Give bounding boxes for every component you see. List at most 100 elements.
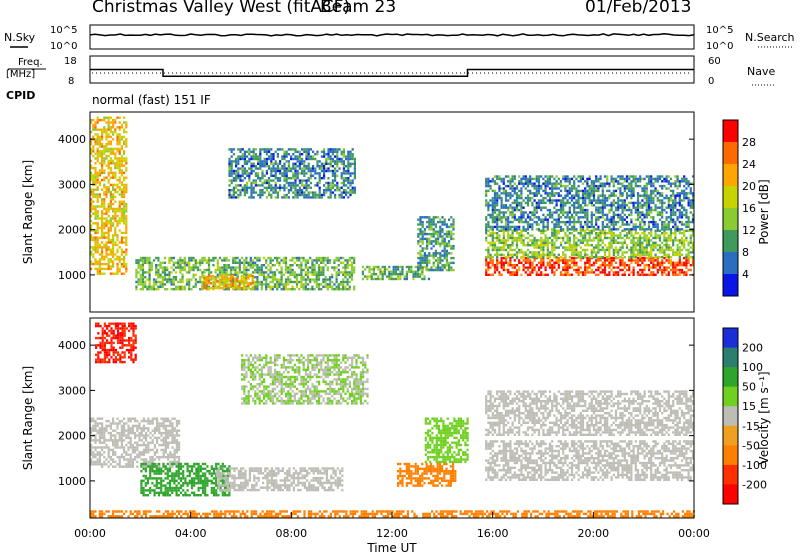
freq-series-line [90,68,694,78]
velocity-ytick-label-3: 1000 [58,475,86,488]
nave-label: Nave [747,65,775,78]
nsky-series-line [89,32,695,37]
power-colorbar-tick-1: 24 [742,158,756,171]
power-ytick-label-0: 4000 [58,133,86,146]
power-colorbar: 28 24 20 16 12 8 4 Power [dB] [722,119,771,297]
date-title: 01/Feb/2013 [585,0,692,17]
velocity-ytick-label-2: 2000 [58,430,86,443]
velocity-region-7 [485,440,695,481]
power-colorbar-swatch-4 [723,208,738,231]
power-region-0 [90,116,128,275]
power-colorbar-swatch-5 [723,230,738,253]
velocity-region-4 [241,354,369,405]
power-colorbar-tick-4: 12 [742,224,756,237]
nave-tick-bottom: 0 [708,76,714,87]
velocity-colorbar-swatch-3 [723,386,738,407]
velocity-colorbar-tick-0: 200 [742,342,763,355]
velocity-ytick-label-1: 3000 [58,384,86,397]
xtick-label-2: 08:00 [275,527,307,540]
power-colorbar-label: Power [dB] [757,179,771,244]
x-axis-label: Time UT [366,541,417,554]
velocity-colorbar-tick-2: 50 [742,381,756,394]
velocity-colorbar-tick-5: -50 [742,439,760,452]
velocity-region-3 [215,467,344,492]
power-colorbar-swatch-7 [723,274,738,297]
freq-label: Freq. [18,57,43,68]
freq-tick-bottom: 8 [68,76,74,87]
freq-panel: Freq. [MHz] 18 8 60 0 Nave [6,55,775,87]
velocity-region-0 [95,322,137,364]
velocity-colorbar-swatch-2 [723,367,738,388]
velocity-colorbar-tick-1: 100 [742,361,763,374]
cpid-label: CPID [6,89,35,102]
velocity-region-9 [90,510,695,518]
velocity-colorbar-swatch-5 [723,425,738,446]
nsky-panel: N.Sky 10^5 10^0 N.Search 10^5 10^0 [4,24,795,52]
velocity-colorbar-swatch-0 [723,328,738,349]
xtick-label-1: 04:00 [175,527,207,540]
velocity-colorbar-tick-7: -200 [742,478,767,491]
velocity-region-8 [485,390,695,436]
xtick-label-3: 12:00 [376,527,408,540]
nsky-tick-bottom: 10^0 [50,41,77,52]
xtick-label-0: 00:00 [74,527,106,540]
velocity-colorbar-swatch-7 [723,464,738,485]
power-region-1 [135,256,356,291]
power-ylabel: Slant Range [km] [21,160,35,264]
nsky-tick-top: 10^5 [50,25,77,36]
velocity-colorbar-tick-3: 15 [742,400,756,413]
power-colorbar-tick-6: 4 [742,268,749,281]
power-region-5 [417,216,455,272]
velocity-colorbar-swatch-6 [723,445,738,466]
cpid-value: normal (fast) 151 IF [92,93,211,107]
velocity-colorbar: 200 100 50 15 -15 -50 -100 -200 Velocity [m s⁻¹… [722,327,771,505]
velocity-ylabel: Slant Range [km] [21,366,35,470]
velocity-ytick-label-0: 4000 [58,339,86,352]
power-colorbar-swatch-3 [723,186,738,209]
nsearch-label: N.Search [745,31,795,44]
power-frame [89,111,695,313]
velocity-colorbar-tick-6: -100 [742,459,767,472]
power-ytick-label-1: 3000 [58,178,86,191]
power-colorbar-tick-0: 28 [742,136,756,149]
velocity-colorbar-tick-4: -15 [742,420,760,433]
nave-tick-top: 60 [708,56,721,67]
power-colorbar-tick-5: 8 [742,246,749,259]
xtick-label-4: 16:00 [477,527,509,540]
freq-unit: [MHz] [6,69,35,80]
power-ytick-label-2: 2000 [58,224,86,237]
power-region-8 [485,175,695,231]
nsearch-tick-bottom: 10^0 [706,41,733,52]
power-ytick-label-3: 1000 [58,269,86,282]
velocity-colorbar-frame [722,327,739,505]
power-region-2 [203,274,254,290]
nsearch-tick-top: 10^5 [706,25,733,36]
nsky-label: N.Sky [4,31,36,44]
velocity-region-1 [90,417,181,468]
power-colorbar-swatch-0 [723,120,738,143]
power-region-3 [228,148,356,199]
power-colorbar-tick-2: 20 [742,180,756,193]
velocity-region-5 [397,462,457,487]
velocity-data [90,322,695,518]
velocity-colorbar-swatch-4 [723,406,738,427]
velocity-colorbar-label: Velocity [m s⁻¹] [757,371,771,464]
power-colorbar-swatch-6 [723,252,738,275]
velocity-panel: 4000 3000 2000 1000 00:00 04:00 08:00 12:00 16:… [21,317,710,554]
xtick-label-5: 20:00 [577,527,609,540]
velocity-colorbar-swatch-8 [723,484,738,505]
velocity-region-6 [424,417,469,464]
beam-title: Beam 23 [320,0,397,17]
power-panel: 4000 3000 2000 1000 Slant Range [km] [21,111,695,313]
velocity-colorbar-swatch-1 [723,347,738,368]
power-colorbar-swatch-2 [723,164,738,187]
freq-tick-top: 18 [64,56,77,67]
power-colorbar-tick-3: 16 [742,202,756,215]
xtick-label-6: 00:00 [678,527,710,540]
power-region-7 [485,229,695,259]
station-title: Christmas Valley West (fitACF) [92,0,351,17]
power-colorbar-swatch-1 [723,142,738,165]
power-colorbar-frame [722,119,739,297]
power-region-6 [485,256,695,276]
